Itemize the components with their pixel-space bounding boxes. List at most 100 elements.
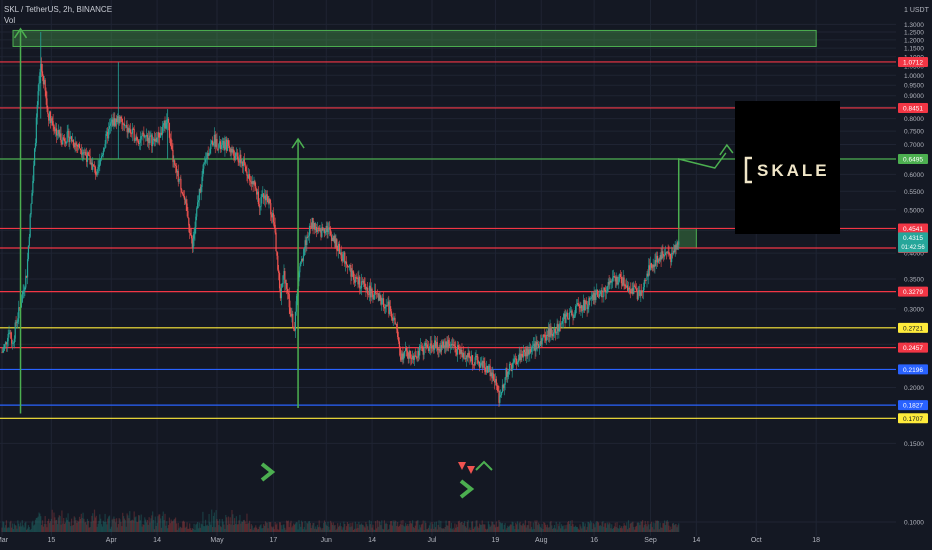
volume-bar: [143, 524, 145, 532]
time-tick-label: 14: [692, 537, 700, 544]
volume-bar: [211, 509, 213, 532]
volume-bar: [369, 524, 371, 532]
price-axis[interactable]: 1 USDT0.10000.15000.20000.25000.30000.35…: [896, 0, 932, 550]
candle-body: [8, 333, 10, 335]
candle-body: [516, 362, 519, 365]
candle-body: [120, 116, 122, 119]
volume-bar: [219, 526, 222, 532]
volume-bar: [501, 522, 504, 532]
candle-body: [171, 145, 173, 150]
candle-body: [203, 163, 205, 169]
volume-bar: [431, 521, 433, 532]
candle-body: [656, 255, 658, 263]
candle-body: [177, 170, 179, 182]
candle-body: [127, 128, 129, 133]
volume-bar: [642, 527, 645, 532]
candle-body: [342, 254, 344, 261]
volume-bar: [179, 526, 181, 532]
candle-body: [323, 229, 325, 231]
candle-body: [603, 287, 605, 297]
volume-bar: [456, 526, 459, 532]
volume-bar: [630, 522, 632, 532]
candle-body: [16, 321, 18, 323]
candle-body: [26, 259, 29, 278]
volume-bar: [436, 529, 438, 532]
volume-bar: [506, 527, 508, 532]
candle-body: [582, 299, 585, 311]
candle-body: [129, 129, 131, 133]
level-tag-bg: [898, 400, 928, 411]
candle-body: [330, 235, 333, 242]
volume-bar: [276, 523, 278, 532]
volume-bar: [134, 517, 136, 532]
candle-body: [375, 290, 377, 293]
volume-bar: [637, 522, 639, 532]
volume-bar: [438, 520, 440, 532]
volume-bar: [594, 527, 596, 532]
volume-bar: [669, 529, 671, 532]
candle-body: [199, 188, 201, 193]
volume-bar: [404, 526, 406, 532]
volume-bar: [249, 528, 252, 532]
candle-body: [527, 349, 529, 357]
candle-body: [152, 138, 155, 141]
volume-bar: [160, 518, 162, 532]
candle-body: [152, 140, 154, 147]
candle-body: [315, 226, 317, 230]
candle-body: [18, 307, 20, 319]
candle-body: [196, 208, 198, 217]
volume-bar: [676, 527, 678, 532]
volume-bar: [448, 520, 450, 532]
candle-body: [62, 137, 64, 145]
candle-body: [453, 344, 455, 347]
volume-bar: [116, 527, 119, 532]
volume-bar: [255, 525, 257, 532]
time-axis[interactable]: Mar15Apr14May17Jun14Jul19Aug16Sep14Oct18: [0, 537, 820, 544]
volume-bar: [477, 526, 479, 532]
volume-bar: [187, 528, 189, 532]
volume-bar: [574, 526, 576, 532]
candle-body: [580, 305, 582, 309]
volume-bar: [335, 529, 337, 532]
volume-bar: [197, 521, 199, 532]
volume-bar: [443, 528, 445, 532]
candle-body: [396, 324, 398, 330]
volume-bar: [649, 523, 652, 532]
price-tick-label: 0.9500: [904, 83, 924, 90]
volume-bar: [655, 520, 657, 532]
candle-body: [136, 136, 138, 141]
candle-body: [278, 272, 281, 289]
volume-bar: [396, 526, 398, 532]
candle-body: [58, 130, 60, 137]
volume-bar: [290, 520, 292, 532]
volume-bar: [664, 525, 667, 532]
candle-body: [155, 138, 157, 142]
candle-body: [647, 273, 649, 277]
volume-bar: [465, 527, 467, 532]
candle-body: [534, 343, 536, 352]
candle-body: [187, 210, 189, 218]
candle-body: [429, 343, 431, 349]
candle-body: [614, 276, 616, 282]
volume-bar: [439, 527, 441, 532]
candle-body: [608, 282, 610, 285]
volume-bar: [672, 522, 675, 532]
volume-bar: [7, 527, 9, 532]
candle-body: [405, 347, 408, 351]
candle-body: [54, 129, 56, 132]
candle-body: [214, 134, 216, 147]
volume-bar: [401, 524, 403, 532]
volume-bar: [225, 514, 227, 532]
candle-body: [71, 140, 74, 142]
candle-body: [302, 255, 304, 261]
vol-label[interactable]: Vol: [4, 16, 16, 25]
candle-body: [610, 280, 612, 283]
volume-bar: [48, 518, 50, 532]
candle-body: [103, 148, 105, 151]
volume-bar: [19, 522, 22, 532]
symbol-line[interactable]: SKL / TetherUS, 2h, BINANCE: [4, 5, 113, 14]
candle-body: [630, 292, 632, 294]
candle-body: [576, 303, 578, 306]
candle-body: [344, 252, 346, 264]
